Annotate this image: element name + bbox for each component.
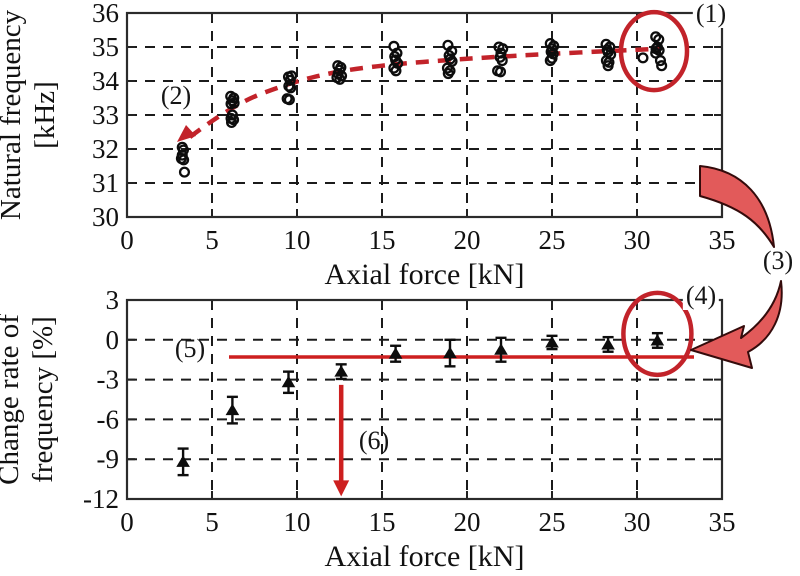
y-tick-label: 32 [92,134,119,164]
annotation-label-1: (1) [692,0,730,28]
annotation-label-4: (4) [682,282,720,310]
data-point-circle [544,55,556,67]
data-point-triangle [601,337,615,350]
data-point-triangle [281,375,296,388]
highlight-ellipse [621,290,694,378]
data-point-circle [604,41,616,53]
data-point-circle [656,60,668,72]
x-tick-label: 35 [709,225,736,255]
data-point-circle [226,116,238,129]
trend-arrowhead [177,125,196,142]
data-point-circle [442,67,454,80]
data-point-triangle [443,346,457,359]
x-tick-label: 20 [454,507,481,537]
y-tick-label: 33 [92,100,119,130]
data-point-circle [178,154,190,166]
big-curved-arrow-lower [690,280,783,369]
x-tick-label: 25 [539,507,566,537]
data-point-circle [285,82,297,94]
big-curved-arrow-upper [699,165,775,248]
x-tick-label: 0 [120,507,134,537]
y-axis-title-line2: frequency [%] [27,316,59,483]
plot-border [125,11,724,219]
x-tick-label: 10 [284,507,311,537]
x-tick-label: 35 [709,507,736,537]
y-tick-label: -6 [97,404,120,434]
big-curved-arrow [690,165,783,369]
highlight-ellipse [618,9,690,93]
x-axis-title: Axial force [kN] [325,540,525,573]
y-tick-label: -3 [97,365,120,395]
x-tick-label: 5 [205,225,219,255]
data-point-circle [283,80,295,92]
x-tick-label: 20 [454,225,481,255]
y-tick-label: 31 [92,168,119,198]
y-axis-title-line1: Natural frequency [0,9,27,220]
data-point-triangle [176,455,190,467]
y-tick-label: 3 [106,285,120,315]
y-axis-title-line2: [kHz] [29,81,61,149]
data-point-circle [494,66,507,78]
y-tick-label: -12 [83,484,119,514]
data-point-triangle [494,343,508,355]
x-tick-label: 15 [369,225,396,255]
x-tick-label: 30 [624,507,651,537]
data-point-circle [283,94,295,106]
x-tick-label: 0 [120,225,134,255]
data-point-triangle [225,403,240,416]
data-point-triangle [334,365,348,377]
data-point-circle [390,65,402,77]
annotation-label-2: (2) [160,81,192,110]
data-point-circle [496,55,508,67]
data-point-circle [334,73,346,85]
annotation-label-3: (3) [762,246,794,275]
data-point-triangle [650,333,665,346]
y-tick-label: -9 [97,444,120,474]
x-tick-label: 30 [624,225,651,255]
plot-top: 0 5 10 15 20 25 30 35 30 31 32 33 34 35 36 Axial force … [0,0,736,291]
data-point-circle [637,52,649,64]
data-point-circle [650,47,662,59]
data-point-triangle [545,335,559,348]
x-axis-title: Axial force [kN] [325,258,525,291]
y-tick-label: 36 [92,0,119,28]
y-tick-label: 35 [92,32,119,62]
y-axis-title-line1: Change rate of [0,314,25,485]
data-point-circle [441,62,454,74]
y-tick-label: 30 [92,202,119,232]
data-point-circle [654,55,667,67]
x-tick-label: 10 [284,225,311,255]
data-point-circle [602,60,614,72]
x-tick-label: 5 [205,507,219,537]
annotation-label-6: (6) [358,426,390,455]
trend-dashed-arrow [188,46,661,139]
down-arrow-head [333,480,350,497]
data-point-circle [284,74,296,86]
y-tick-label: 34 [92,66,120,96]
plot-bottom: 0 5 10 15 20 25 30 35 -12 -9 -6 -3 0 3 Axial force [kN… [0,285,736,573]
data-point-triangle [388,347,403,359]
data-point-circle [228,97,240,109]
y-tick-label: 0 [106,325,120,355]
annotation-label-5: (5) [174,334,206,363]
plot-border [125,298,724,501]
x-tick-label: 15 [369,507,396,537]
data-point-circle [178,166,191,178]
x-tick-label: 25 [539,225,566,255]
